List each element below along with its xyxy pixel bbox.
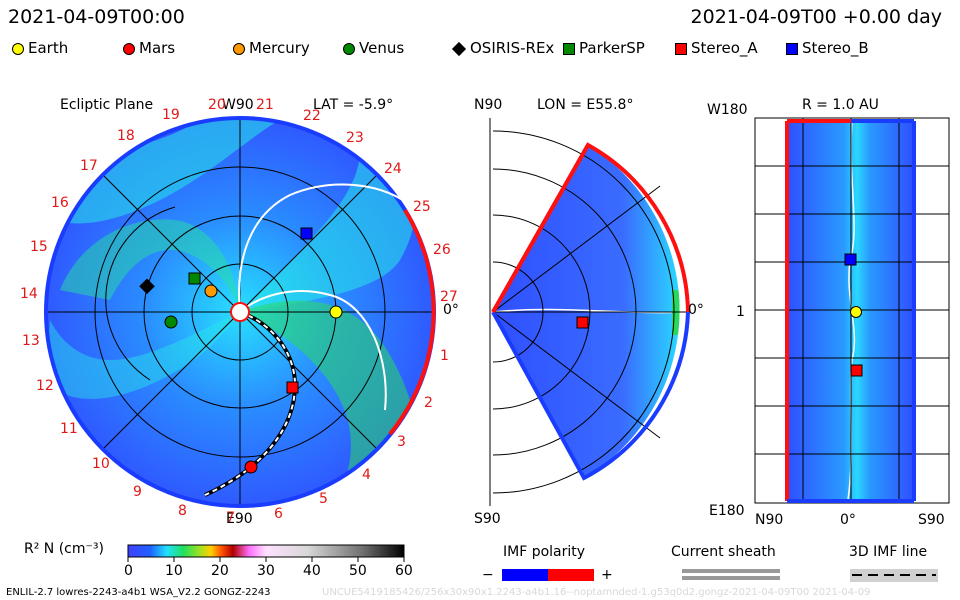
venus-marker [164, 315, 178, 329]
r-label: R = 1.0 AU [802, 97, 879, 113]
imf-3d-title: 3D IMF line [849, 544, 928, 560]
carrington-6: 6 [274, 506, 283, 522]
colorbar-tick-50: 50 [349, 563, 367, 579]
legend-osiris-rex: OSIRIS-REx [451, 39, 554, 57]
carrington-16: 16 [51, 195, 69, 211]
legend-stereo-b: Stereo_B [786, 39, 869, 57]
imf-negative-swatch [502, 569, 548, 581]
colorbar-label: R² N (cm⁻³) [24, 541, 104, 557]
carrington-3: 3 [397, 434, 406, 450]
colorbar-tick-40: 40 [303, 563, 321, 579]
footer-left: ENLIL-2.7 lowres-2243-a4b1 WSA_V2.2 GONG… [6, 587, 271, 598]
radius-bottom-n90: N90 [755, 512, 784, 528]
carrington-4: 4 [362, 467, 371, 483]
stereo-a-marker-icon [675, 42, 687, 55]
meridional-right-label: 0° [688, 302, 704, 318]
density-colorbar [127, 544, 405, 558]
legend-mercury: Mercury [233, 39, 310, 57]
mercury-marker [204, 284, 218, 298]
carrington-7: 7 [226, 510, 235, 526]
carrington-19: 19 [162, 107, 180, 123]
radius-map-panel [754, 117, 950, 504]
carrington-15: 15 [30, 239, 48, 255]
carrington-22: 22 [303, 108, 321, 124]
legend-earth: Earth [12, 39, 68, 57]
legend-mars: Mars [123, 39, 175, 57]
radius-top-label: W180 [707, 102, 748, 118]
parkersp-marker-icon [563, 42, 575, 55]
stereo-a-marker [286, 381, 299, 394]
carrington-26: 26 [433, 242, 451, 258]
footer-right: UNCUE5419185426/256x30x90x1.2243-a4b1.16… [322, 587, 871, 598]
ecliptic-title: Ecliptic Plane [60, 97, 154, 113]
carrington-21: 21 [256, 97, 274, 113]
colorbar-tick-0: 0 [124, 563, 133, 579]
carrington-12: 12 [36, 378, 54, 394]
osiris-rex-marker [139, 278, 155, 295]
meridional-top-label: N90 [474, 97, 503, 113]
carrington-9: 9 [133, 484, 142, 500]
stereo-b-marker [300, 227, 313, 240]
earth-marker-icon [12, 42, 24, 55]
carrington-25: 25 [413, 199, 431, 215]
carrington-18: 18 [117, 128, 135, 144]
imf-minus-label: − [482, 567, 494, 583]
radius-bottom-zero: 0° [840, 512, 856, 528]
mars-marker-icon [123, 42, 135, 55]
datetime-left: 2021-04-09T00:00 [8, 6, 185, 28]
carrington-24: 24 [384, 161, 402, 177]
carrington-1: 1 [440, 348, 449, 364]
stereo-a-meridional-marker [576, 316, 589, 329]
lon-label: LON = E55.8° [537, 97, 634, 113]
stereo-b-radius-marker [844, 253, 857, 266]
ecliptic-plane-panel [44, 116, 436, 508]
earth-radius-marker [850, 306, 862, 318]
sun-marker [230, 302, 250, 322]
stereo-a-radius-marker [850, 364, 863, 377]
current-sheath-title: Current sheath [671, 544, 776, 560]
colorbar-tick-20: 20 [211, 563, 229, 579]
earth-marker [329, 305, 343, 319]
imf-positive-swatch [548, 569, 594, 581]
ecliptic-right-label: 0° [443, 302, 459, 318]
carrington-20: 20 [208, 97, 226, 113]
carrington-8: 8 [178, 503, 187, 519]
imf-polarity-title: IMF polarity [503, 544, 586, 560]
carrington-13: 13 [22, 333, 40, 349]
datetime-right: 2021-04-09T00 +0.00 day [690, 6, 942, 28]
carrington-23: 23 [346, 130, 364, 146]
meridional-bottom-label: S90 [474, 511, 501, 527]
imf-plus-label: + [601, 567, 613, 583]
carrington-11: 11 [60, 421, 78, 437]
carrington-5: 5 [319, 491, 328, 507]
colorbar-tick-10: 10 [165, 563, 183, 579]
legend-parkersp: ParkerSP [563, 39, 645, 57]
carrington-17: 17 [80, 158, 98, 174]
carrington-10: 10 [92, 456, 110, 472]
legend-venus: Venus [343, 39, 404, 57]
radius-mid-label: 1 [736, 304, 745, 320]
carrington-27: 27 [440, 289, 458, 305]
stereo-b-marker-icon [786, 42, 798, 55]
ecliptic-top-label: W90 [222, 97, 254, 113]
colorbar-tick-30: 30 [257, 563, 275, 579]
legend-stereo-a: Stereo_A [675, 39, 758, 57]
radius-bottom-s90: S90 [918, 512, 945, 528]
carrington-2: 2 [424, 395, 433, 411]
mars-marker [244, 460, 258, 474]
colorbar-tick-60: 60 [395, 563, 413, 579]
radius-bottom-left-label: E180 [709, 503, 745, 519]
parkersp-marker [188, 272, 201, 285]
carrington-14: 14 [20, 286, 38, 302]
mercury-marker-icon [233, 42, 245, 55]
meridional-panel [489, 118, 690, 506]
lat-label: LAT = -5.9° [313, 97, 394, 113]
ecliptic-bottom-label: E90 [226, 511, 253, 527]
venus-marker-icon [343, 42, 355, 55]
